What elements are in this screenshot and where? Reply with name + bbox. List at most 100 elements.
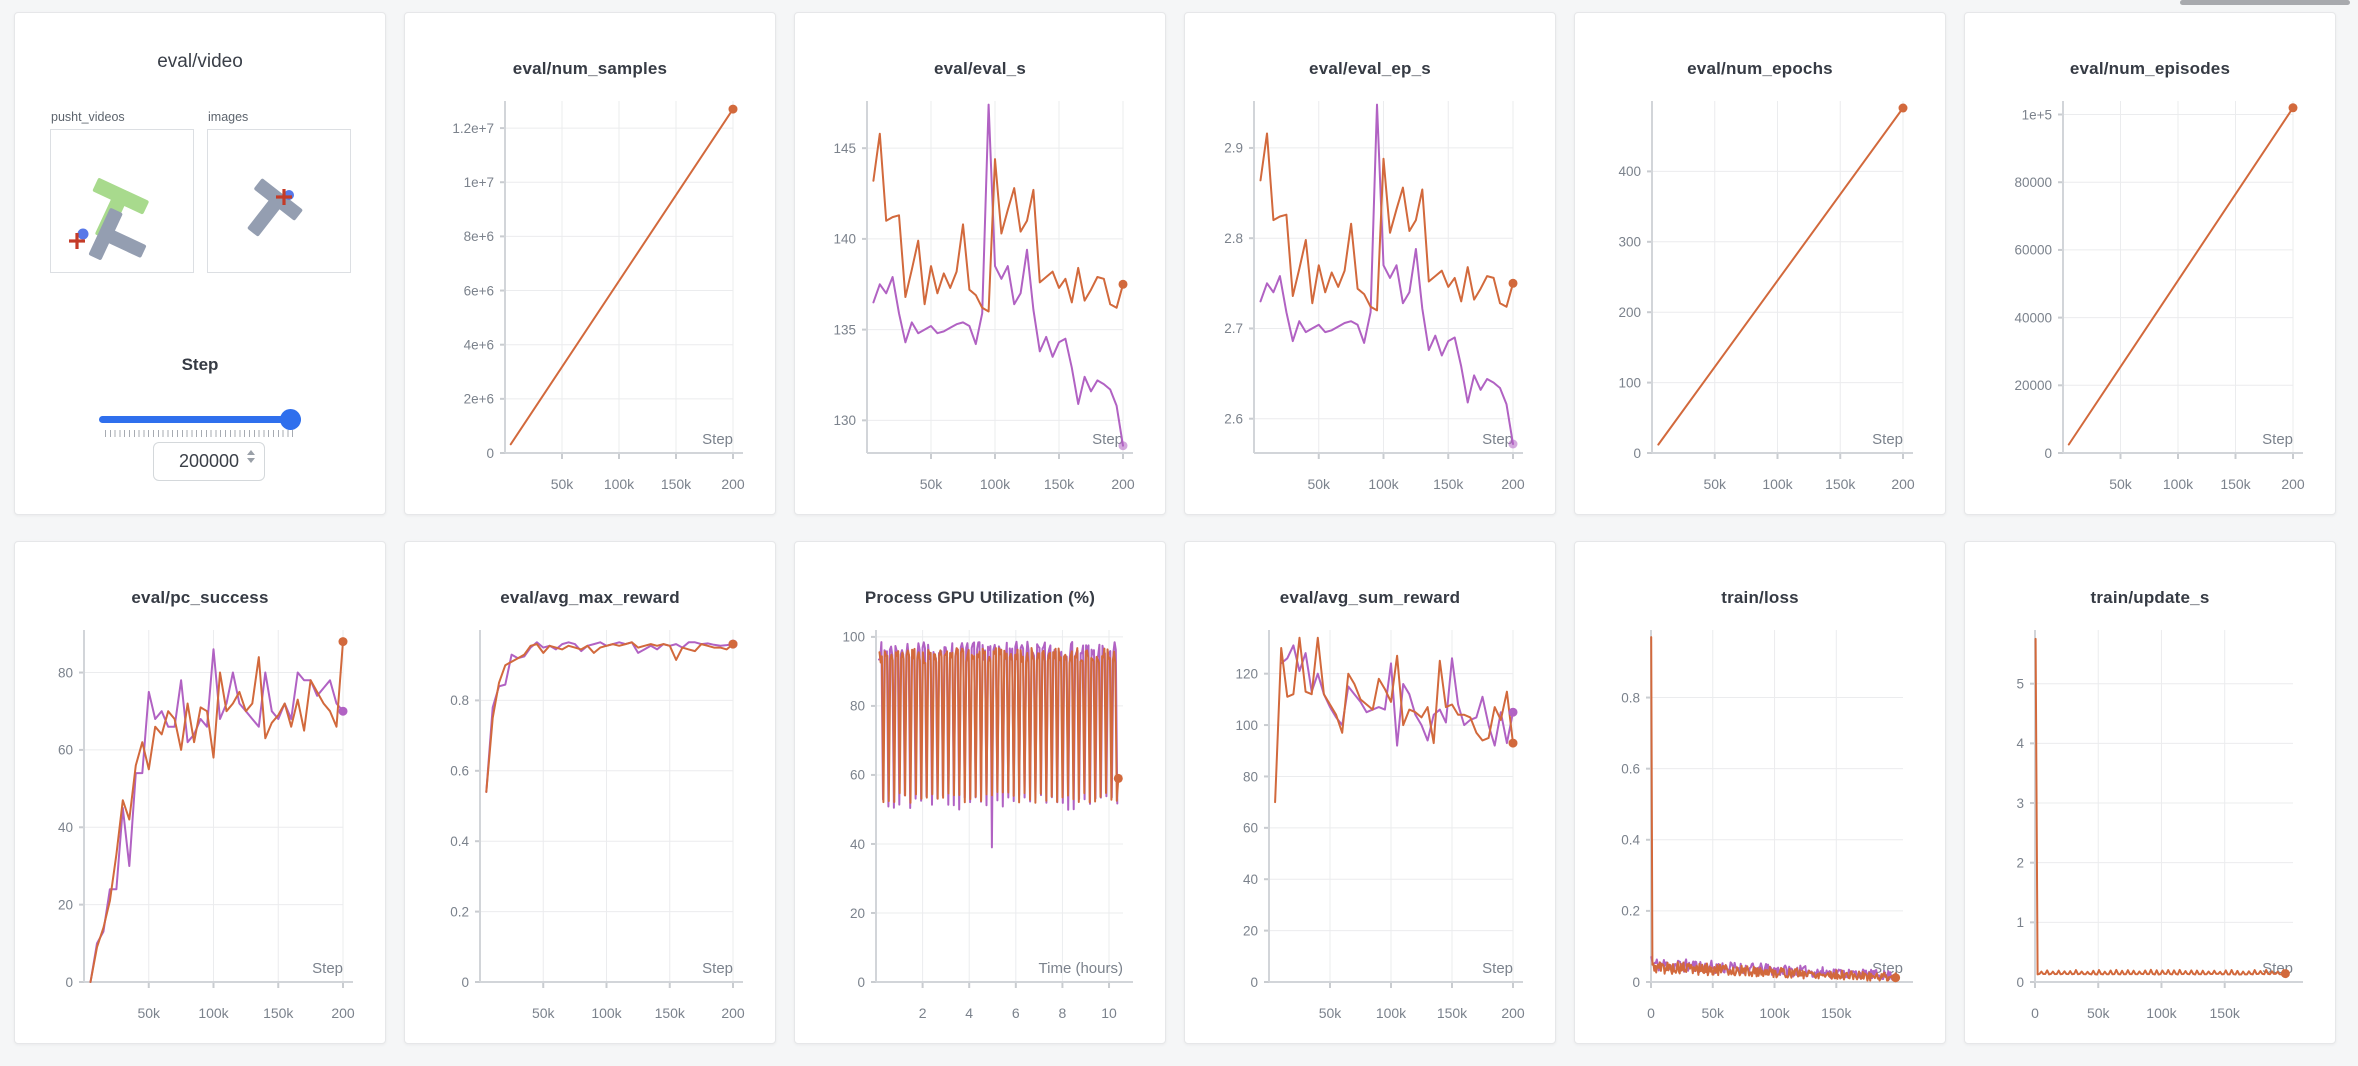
x-tick-label: 200 <box>1501 476 1525 492</box>
media-thumbnail-pusht-videos[interactable] <box>50 129 194 273</box>
stepper-down-icon[interactable] <box>247 458 255 463</box>
y-tick-label: 2 <box>2016 855 2024 870</box>
y-tick-label: 60000 <box>2014 243 2052 258</box>
series-line-run-purple <box>89 648 344 983</box>
x-tick-label: 50k <box>1307 476 1331 492</box>
y-tick-label: 200 <box>1618 305 1641 320</box>
media-key-label: images <box>208 110 249 124</box>
y-tick-label: 0 <box>2016 975 2024 990</box>
y-tick-label: 80 <box>850 699 865 714</box>
y-tick-label: 0 <box>1632 975 1640 990</box>
step-slider-handle[interactable] <box>280 409 301 430</box>
series-line-run-orange <box>2034 637 2287 976</box>
chart-panel-eval-num-episodes[interactable]: eval/num_episodes 0 20000 40000 60000 80000 1e… <box>1964 12 2336 515</box>
chart-panel-eval-pc-success[interactable]: eval/pc_success 0 20 40 60 80 50k 100k 150k 200 St… <box>14 541 386 1044</box>
pusht-observation-image <box>247 178 303 237</box>
chart-panel-eval-num-epochs[interactable]: eval/num_epochs 0 100 200 300 400 50k 100k 150k 2… <box>1574 12 1946 515</box>
step-slider[interactable] <box>99 409 301 430</box>
media-thumbnail-images[interactable] <box>207 129 351 273</box>
y-tick-label: 0 <box>2044 446 2052 461</box>
chart-panel-train-update-s[interactable]: train/update_s 0 1 2 3 4 5 0 50k 100k 150k Step <box>1964 541 2336 1044</box>
chart-title: eval/avg_max_reward <box>500 588 680 607</box>
x-tick-label: 150k <box>1825 476 1856 492</box>
chart-canvas[interactable]: 0 0.2 0.4 0.6 0.8 50k 100k 150k 200 Step <box>405 542 776 1044</box>
chart-canvas[interactable]: 0 20000 40000 60000 80000 1e+5 50k 100k 150k 200 S… <box>1965 13 2336 515</box>
y-tick-label: 100 <box>1618 375 1641 390</box>
y-tick-label: 0 <box>1633 446 1641 461</box>
chart-title: eval/eval_ep_s <box>1309 59 1431 78</box>
horizontal-scrollbar-fragment[interactable] <box>2180 0 2350 5</box>
y-tick-label: 80 <box>58 665 73 680</box>
chart-title: eval/num_epochs <box>1687 59 1833 78</box>
chart-canvas[interactable]: 0 20 40 60 80 100 2 4 6 8 10 Time (hours) <box>795 542 1166 1044</box>
x-tick-label: 50k <box>551 476 575 492</box>
x-tick-label: 200 <box>2281 476 2305 492</box>
chart-panel-eval-eval-ep-s[interactable]: eval/eval_ep_s 2.6 2.7 2.8 2.9 50k 100k 150k 200… <box>1184 12 1556 515</box>
chart-title: train/loss <box>1721 588 1799 607</box>
y-tick-label: 100 <box>1235 718 1258 733</box>
media-panel-eval-video[interactable]: eval/video pusht_videos images <box>14 12 386 515</box>
series-end-dot-run-purple <box>1508 707 1518 717</box>
x-tick-label: 200 <box>721 1005 745 1021</box>
chart-panel-eval-eval-s[interactable]: eval/eval_s 130 135 140 145 50k 100k 150k 200 Ste… <box>794 12 1166 515</box>
x-tick-label: 100k <box>198 1005 229 1021</box>
chart-title: Process GPU Utilization (%) <box>864 588 1096 607</box>
x-tick-label: 200 <box>1111 476 1135 492</box>
x-tick-label: 6 <box>1012 1005 1020 1021</box>
x-tick-label: 100k <box>2146 1005 2177 1021</box>
series-end-dot-run-purple <box>1118 441 1128 451</box>
step-input[interactable]: 200000 <box>153 442 265 481</box>
chart-panel-eval-avg-max-reward[interactable]: eval/avg_max_reward 0 0.2 0.4 0.6 0.8 50k 100k 1… <box>404 541 776 1044</box>
y-tick-label: 0.6 <box>1621 761 1640 776</box>
x-axis-label: Step <box>312 960 343 977</box>
x-tick-label: 50k <box>920 476 944 492</box>
x-tick-label: 2 <box>919 1005 927 1021</box>
chart-canvas[interactable]: 2.6 2.7 2.8 2.9 50k 100k 150k 200 Step <box>1185 13 1556 515</box>
y-tick-label: 2e+6 <box>464 392 494 407</box>
chart-title: eval/eval_s <box>933 59 1026 78</box>
series-end-dot-run-orange <box>1891 973 1901 983</box>
series-line-run-orange <box>2067 106 2294 446</box>
chart-panel-process-gpu-utilization[interactable]: Process GPU Utilization (%) 0 20 40 60 80 100 2… <box>794 541 1166 1044</box>
pusht-scene-image <box>69 178 149 260</box>
series-end-dot-run-orange <box>2288 103 2298 113</box>
y-tick-label: 80000 <box>2014 175 2052 190</box>
chart-canvas[interactable]: 0 100 200 300 400 50k 100k 150k 200 Step <box>1575 13 1946 515</box>
chart-canvas[interactable]: 0 2e+6 4e+6 6e+6 8e+6 1e+7 1.2e+7 50k 100k 150k 20… <box>405 13 776 515</box>
y-tick-label: 80 <box>1243 769 1258 784</box>
x-tick-label: 150k <box>655 1005 686 1021</box>
series-end-dot-run-purple <box>1508 439 1518 449</box>
x-axis-label: Step <box>1872 431 1903 448</box>
y-tick-label: 300 <box>1618 235 1641 250</box>
x-tick-label: 100k <box>1762 476 1793 492</box>
series-end-dot-run-orange <box>1113 773 1123 783</box>
y-tick-label: 145 <box>833 141 856 156</box>
x-tick-label: 100k <box>591 1005 622 1021</box>
y-tick-label: 130 <box>833 413 856 428</box>
series-end-dot-run-orange <box>338 637 348 647</box>
y-tick-label: 2.6 <box>1224 412 1243 427</box>
x-tick-label: 200 <box>1501 1005 1525 1021</box>
x-tick-label: 50k <box>532 1005 556 1021</box>
chart-canvas[interactable]: 0 20 40 60 80 100 120 50k 100k 150k 200 Step <box>1185 542 1556 1044</box>
step-stepper[interactable] <box>247 450 255 463</box>
chart-title: train/update_s <box>2090 588 2210 607</box>
series-end-dot-run-orange <box>1508 278 1518 288</box>
chart-canvas[interactable]: 0 20 40 60 80 50k 100k 150k 200 Step <box>15 542 386 1044</box>
x-axis-label: Step <box>2262 431 2293 448</box>
stepper-up-icon[interactable] <box>247 450 255 455</box>
series-end-dot-run-orange <box>1898 103 1908 113</box>
x-tick-label: 10 <box>1101 1005 1117 1021</box>
series-line-run-orange <box>878 647 1120 804</box>
series-end-dot-run-orange <box>1508 738 1518 748</box>
gray-t-shape <box>88 208 147 260</box>
chart-canvas[interactable]: 130 135 140 145 50k 100k 150k 200 Step <box>795 13 1166 515</box>
chart-panel-eval-num-samples[interactable]: eval/num_samples 0 2e+6 4e+6 6e+6 8e+6 1e+7 1.2… <box>404 12 776 515</box>
chart-panel-train-loss[interactable]: train/loss 0 0.2 0.4 0.6 0.8 0 50k 100k 150k Step <box>1574 541 1946 1044</box>
y-tick-label: 4e+6 <box>464 337 494 352</box>
chart-panel-eval-avg-sum-reward[interactable]: eval/avg_sum_reward 0 20 40 60 80 100 120 50k 100… <box>1184 541 1556 1044</box>
x-tick-label: 100k <box>2163 476 2194 492</box>
y-tick-label: 3 <box>2016 796 2024 811</box>
